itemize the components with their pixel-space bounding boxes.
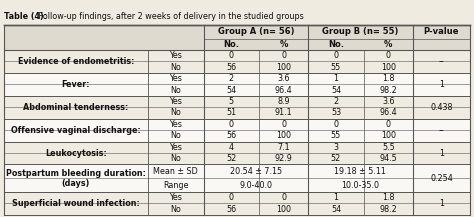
Text: 0: 0: [334, 51, 338, 60]
Text: 100: 100: [276, 131, 291, 140]
Text: 1: 1: [439, 80, 444, 89]
Text: Yes: Yes: [169, 74, 182, 83]
Text: Mean ± SD: Mean ± SD: [153, 167, 198, 176]
Bar: [4, 39, 470, 50]
Bar: [4, 141, 470, 164]
Text: 8.9: 8.9: [277, 97, 290, 106]
Text: No: No: [170, 154, 181, 163]
Text: 5.5: 5.5: [382, 143, 395, 152]
Text: Group B (n= 55): Group B (n= 55): [322, 27, 399, 36]
Text: 56: 56: [227, 205, 237, 214]
Text: %: %: [280, 40, 288, 49]
Text: Yes: Yes: [169, 51, 182, 60]
Text: 3: 3: [334, 143, 338, 152]
Text: 100: 100: [276, 205, 291, 214]
Text: No: No: [170, 63, 181, 72]
Text: 54: 54: [331, 205, 341, 214]
Text: 10.0-35.0: 10.0-35.0: [341, 181, 379, 190]
Text: Yes: Yes: [169, 120, 182, 129]
Text: Yes: Yes: [169, 143, 182, 152]
Bar: [4, 119, 470, 141]
Text: 92.9: 92.9: [275, 154, 292, 163]
Text: --: --: [438, 126, 444, 135]
Text: Fever:: Fever:: [62, 80, 90, 89]
Text: 55: 55: [331, 63, 341, 72]
Text: No: No: [170, 131, 181, 140]
Text: 100: 100: [276, 63, 291, 72]
Text: 20.54 ± 7.15: 20.54 ± 7.15: [230, 167, 282, 176]
Text: 54: 54: [227, 85, 237, 95]
Text: 1.8: 1.8: [382, 74, 394, 83]
Text: 0: 0: [281, 51, 286, 60]
Text: 52: 52: [226, 154, 237, 163]
Text: 56: 56: [227, 131, 237, 140]
Text: 53: 53: [331, 108, 341, 117]
Text: No: No: [170, 85, 181, 95]
Text: 96.4: 96.4: [275, 85, 292, 95]
Text: 0.438: 0.438: [430, 103, 453, 112]
Text: 91.1: 91.1: [275, 108, 292, 117]
Text: Postpartum bleeding duration:
(days): Postpartum bleeding duration: (days): [6, 169, 146, 188]
Text: No.: No.: [223, 40, 239, 49]
Bar: [4, 164, 470, 192]
Bar: [4, 96, 470, 119]
Text: Abdominal tenderness:: Abdominal tenderness:: [23, 103, 128, 112]
Text: 0.254: 0.254: [430, 174, 453, 183]
Text: 1.8: 1.8: [382, 193, 394, 202]
Text: 2: 2: [333, 97, 338, 106]
Text: 1: 1: [334, 193, 338, 202]
Text: 4: 4: [229, 143, 234, 152]
Text: 98.2: 98.2: [379, 205, 397, 214]
Text: 100: 100: [381, 131, 396, 140]
Text: 55: 55: [331, 131, 341, 140]
Text: Offensive vaginal discharge:: Offensive vaginal discharge:: [11, 126, 141, 135]
Text: 5: 5: [229, 97, 234, 106]
Text: 0: 0: [386, 51, 391, 60]
Text: Follow-up findings, after 2 weeks of delivery in the studied groups: Follow-up findings, after 2 weeks of del…: [36, 12, 304, 21]
Text: Range: Range: [163, 181, 188, 190]
Text: 98.2: 98.2: [379, 85, 397, 95]
Bar: [4, 73, 470, 96]
Text: 0: 0: [281, 193, 286, 202]
Text: 0: 0: [334, 120, 338, 129]
Bar: [4, 192, 470, 215]
Text: 9.0-40.0: 9.0-40.0: [239, 181, 272, 190]
Text: 51: 51: [227, 108, 237, 117]
Text: 0: 0: [229, 193, 234, 202]
Text: 1: 1: [439, 148, 444, 158]
Text: 19.18 ± 5.11: 19.18 ± 5.11: [335, 167, 386, 176]
Text: No: No: [170, 205, 181, 214]
Text: Table (4):: Table (4):: [4, 12, 47, 21]
Text: 3.6: 3.6: [277, 74, 290, 83]
Text: 54: 54: [331, 85, 341, 95]
Text: 3.6: 3.6: [382, 97, 394, 106]
Bar: [4, 50, 470, 73]
Text: --: --: [438, 57, 444, 66]
Text: Evidence of endometritis:: Evidence of endometritis:: [18, 57, 134, 66]
Text: 0: 0: [281, 120, 286, 129]
Text: Yes: Yes: [169, 193, 182, 202]
Text: P-value: P-value: [424, 27, 459, 36]
Text: No.: No.: [328, 40, 344, 49]
Bar: [4, 25, 470, 39]
Text: Yes: Yes: [169, 97, 182, 106]
Text: 2: 2: [229, 74, 234, 83]
Text: 0: 0: [386, 120, 391, 129]
Text: 96.4: 96.4: [380, 108, 397, 117]
Text: 0: 0: [229, 51, 234, 60]
Text: 0: 0: [229, 120, 234, 129]
Text: 7.1: 7.1: [277, 143, 290, 152]
Text: Group A (n= 56): Group A (n= 56): [218, 27, 294, 36]
Text: 94.5: 94.5: [379, 154, 397, 163]
Text: 52: 52: [331, 154, 341, 163]
Text: %: %: [384, 40, 392, 49]
Text: 1: 1: [334, 74, 338, 83]
Text: 100: 100: [381, 63, 396, 72]
Text: Leukocytosis:: Leukocytosis:: [45, 148, 107, 158]
Text: No: No: [170, 108, 181, 117]
Text: 56: 56: [227, 63, 237, 72]
Text: Superficial wound infection:: Superficial wound infection:: [12, 199, 140, 208]
Text: 1: 1: [439, 199, 444, 208]
